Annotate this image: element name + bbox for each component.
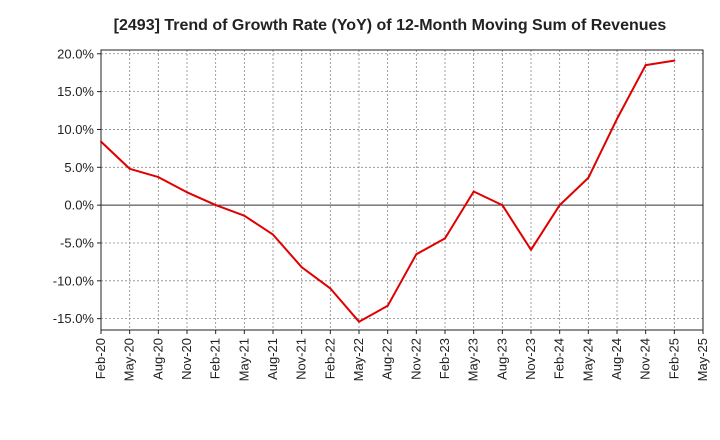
x-tick-label: May-22	[351, 338, 366, 381]
x-tick-label: May-23	[466, 338, 481, 381]
x-tick-label: May-21	[236, 338, 251, 381]
y-tick-label: 0.0%	[64, 198, 94, 213]
y-tick-label: 20.0%	[57, 46, 94, 61]
data-point	[472, 190, 475, 193]
data-point	[673, 59, 676, 62]
data-point	[501, 204, 504, 207]
x-tick-label: Nov-24	[638, 338, 653, 380]
x-tick-label: Nov-21	[294, 338, 309, 380]
grid-lines	[100, 50, 704, 330]
y-tick-label: 15.0%	[57, 84, 94, 99]
x-tick-label: Aug-20	[150, 338, 165, 380]
x-tick-label: May-20	[122, 338, 137, 381]
data-point	[300, 266, 303, 269]
x-tick-label: Nov-23	[523, 338, 538, 380]
data-point	[329, 287, 332, 290]
x-tick-label: Aug-21	[265, 338, 280, 380]
data-point	[530, 248, 532, 251]
x-axis-ticks: Feb-20 May-20 Aug-20 Nov-20 Feb-21 May-21 Aug-…	[93, 330, 710, 381]
x-tick-label: Nov-22	[408, 338, 423, 380]
data-point	[100, 140, 102, 143]
y-tick-label: 10.0%	[57, 122, 94, 137]
data-point	[128, 167, 131, 170]
data-point	[558, 204, 561, 207]
y-tick-label: -10.0%	[53, 273, 95, 288]
x-tick-label: May-25	[695, 338, 710, 381]
data-point	[272, 233, 274, 236]
x-tick-label: Aug-22	[380, 338, 395, 380]
x-tick-label: Aug-24	[609, 338, 624, 380]
data-point	[587, 176, 590, 179]
y-axis-ticks: 20.0% 15.0% 10.0% 5.0% 0.0% -5.0% -10.0% -15.0%	[53, 46, 101, 326]
data-point	[358, 320, 360, 323]
x-tick-label: Feb-23	[437, 338, 452, 379]
data-point	[214, 204, 217, 207]
x-tick-label: Feb-22	[322, 338, 337, 379]
x-tick-label: May-24	[580, 338, 595, 381]
y-tick-label: 5.0%	[64, 160, 94, 175]
series-layer	[100, 59, 676, 323]
data-point	[616, 117, 618, 120]
chart-title: [2493] Trend of Growth Rate (YoY) of 12-…	[114, 17, 667, 34]
x-tick-label: Feb-25	[666, 338, 681, 379]
data-point	[386, 304, 389, 307]
x-tick-label: Aug-23	[494, 338, 509, 380]
data-point	[444, 237, 446, 240]
data-point	[186, 191, 188, 194]
y-tick-label: -15.0%	[53, 311, 95, 326]
x-tick-label: Feb-21	[208, 338, 223, 379]
data-point	[243, 214, 246, 217]
data-point	[415, 253, 418, 256]
x-tick-label: Feb-24	[552, 338, 567, 379]
plot-area	[100, 49, 704, 331]
data-point	[644, 64, 647, 67]
x-tick-label: Feb-20	[93, 338, 108, 379]
data-point	[157, 176, 160, 179]
y-tick-label: -5.0%	[60, 235, 94, 250]
x-tick-label: Nov-20	[179, 338, 194, 380]
